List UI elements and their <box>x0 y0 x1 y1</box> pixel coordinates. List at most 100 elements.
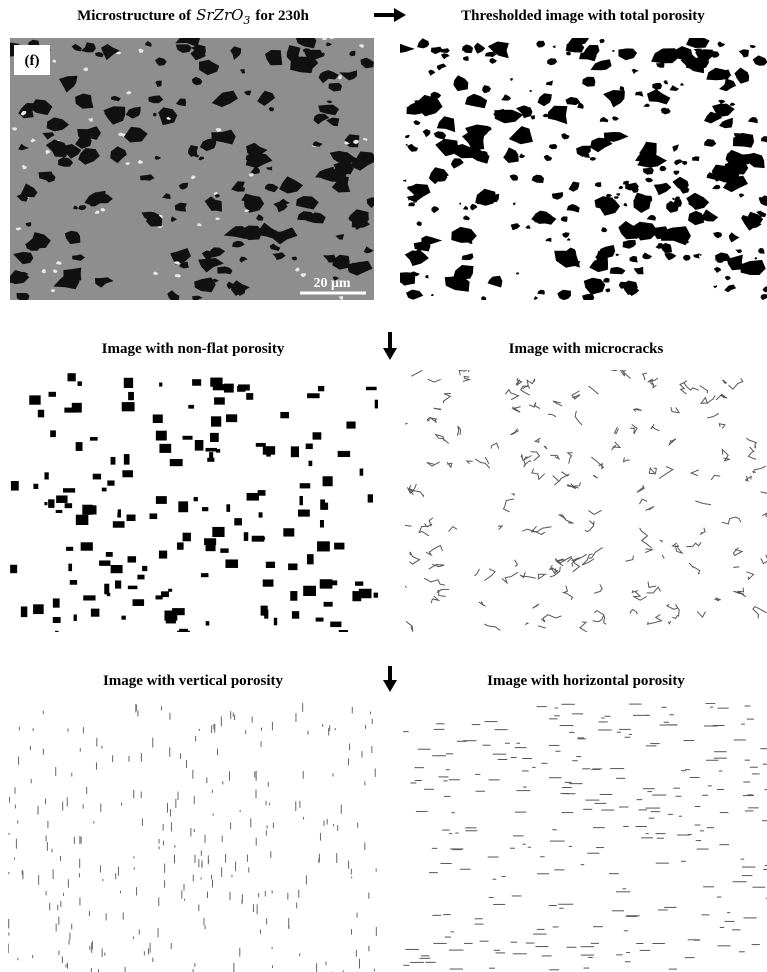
pore <box>761 294 767 300</box>
pore <box>287 45 301 61</box>
pore <box>33 604 44 614</box>
crack <box>588 510 601 514</box>
pore <box>216 449 220 453</box>
scale-bar-label: 20 μm <box>313 276 350 291</box>
pore <box>704 139 716 147</box>
pore <box>431 92 442 99</box>
crack <box>714 598 720 601</box>
pore <box>81 542 93 550</box>
pore <box>762 286 767 292</box>
crack <box>728 378 742 389</box>
crack <box>746 438 756 448</box>
pore <box>694 49 702 54</box>
pore <box>63 488 75 492</box>
pore <box>623 181 629 185</box>
crack <box>427 462 440 466</box>
pore <box>274 618 277 626</box>
crack <box>589 548 603 559</box>
crack <box>529 402 540 408</box>
crack <box>538 626 545 628</box>
pore <box>672 198 675 201</box>
pore <box>417 221 422 226</box>
crack <box>484 569 495 581</box>
pore <box>562 232 570 238</box>
pore <box>534 296 539 300</box>
pore <box>754 257 757 259</box>
pore <box>549 144 558 149</box>
nonflat-image <box>10 373 386 639</box>
pore <box>320 520 324 528</box>
pore <box>194 497 198 501</box>
crack <box>559 472 568 482</box>
pore <box>634 267 644 274</box>
pore <box>111 565 123 573</box>
pore <box>615 254 619 257</box>
pore <box>552 192 563 200</box>
pore <box>604 132 629 142</box>
crack <box>531 452 540 461</box>
pore <box>713 232 722 238</box>
pore <box>104 584 109 595</box>
pore <box>334 543 344 550</box>
crack <box>648 582 656 588</box>
pore <box>509 126 533 144</box>
pore <box>247 493 259 501</box>
pore <box>56 495 67 502</box>
crack <box>553 476 559 486</box>
crack <box>550 455 559 458</box>
pore <box>11 481 19 491</box>
pore <box>525 225 530 229</box>
pore <box>603 90 625 108</box>
pore <box>463 56 469 61</box>
pore <box>536 41 545 48</box>
pore <box>656 243 663 249</box>
crack <box>669 439 676 445</box>
title-suffix: for 230h <box>255 8 309 24</box>
pore <box>283 528 294 536</box>
crack <box>475 569 480 576</box>
arrow-right <box>374 8 406 22</box>
pore <box>462 253 474 260</box>
pore <box>410 271 420 276</box>
crack <box>689 563 700 574</box>
pore <box>338 451 350 457</box>
pore <box>652 83 662 90</box>
crack <box>505 390 518 400</box>
pore <box>128 392 134 400</box>
pore <box>729 232 740 242</box>
pore <box>38 410 44 418</box>
pore <box>546 81 553 86</box>
pore <box>299 496 302 505</box>
pore <box>618 186 623 189</box>
pore <box>700 254 703 255</box>
pore <box>226 504 230 512</box>
pore <box>127 515 136 521</box>
pore <box>643 167 654 174</box>
pore <box>680 83 684 86</box>
pore <box>740 260 765 275</box>
crack <box>753 607 767 619</box>
pore <box>33 484 38 489</box>
pore <box>150 513 158 519</box>
crack <box>716 394 727 400</box>
pore <box>115 580 121 588</box>
pore <box>453 75 468 91</box>
pore <box>201 573 209 577</box>
crack <box>746 572 753 580</box>
crack <box>406 621 413 631</box>
pore <box>122 402 135 411</box>
pore <box>664 253 676 261</box>
pore <box>718 41 726 47</box>
crack <box>411 366 423 376</box>
pore <box>68 564 72 572</box>
pore <box>441 53 450 59</box>
crack <box>544 446 547 449</box>
pore <box>374 593 382 598</box>
pore <box>266 562 275 568</box>
pore <box>674 159 683 165</box>
pore <box>642 252 652 259</box>
crack <box>659 466 672 478</box>
crack <box>449 527 457 532</box>
panel-title: Image with horizontal porosity <box>487 673 685 689</box>
crack <box>634 591 647 600</box>
